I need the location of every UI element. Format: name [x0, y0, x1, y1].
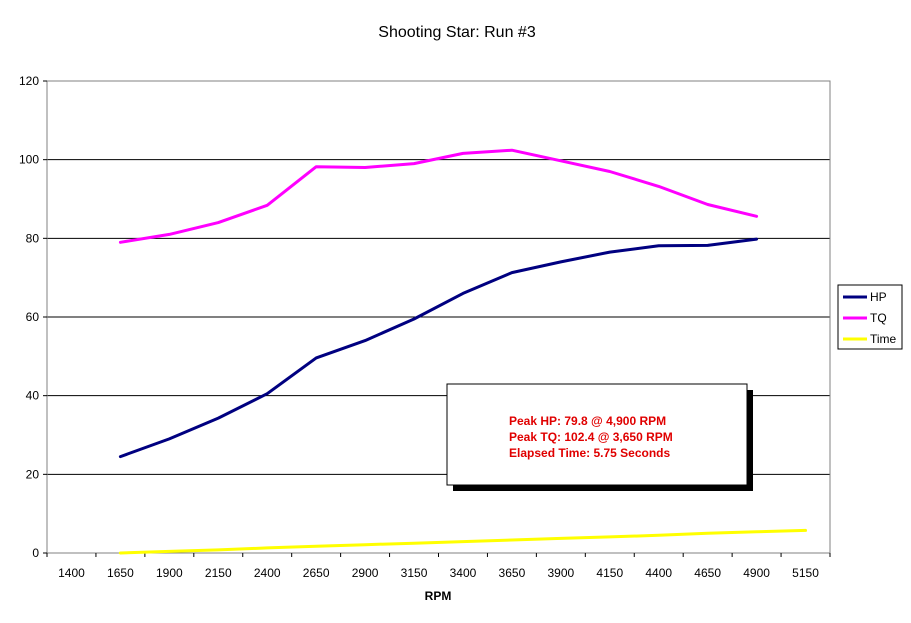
- annotation-peak-tq: Peak TQ: 102.4 @ 3,650 RPM: [509, 430, 673, 444]
- series-line-hp: [118, 237, 759, 459]
- x-tick-label: 1900: [156, 566, 183, 580]
- legend-label-time: Time: [870, 332, 897, 346]
- chart-title: Shooting Star: Run #3: [378, 24, 536, 41]
- x-axis-label: RPM: [425, 589, 452, 603]
- x-tick-label: 1650: [107, 566, 134, 580]
- annotation-elapsed-time: Elapsed Time: 5.75 Seconds: [509, 446, 671, 460]
- x-tick-label: 3150: [401, 566, 428, 580]
- y-tick-label: 40: [26, 389, 40, 403]
- x-tick-label: 2650: [303, 566, 330, 580]
- x-tick-label: 4400: [645, 566, 672, 580]
- annotation-box: Peak HP: 79.8 @ 4,900 RPM Peak TQ: 102.4…: [446, 383, 753, 491]
- series-line-tq: [118, 148, 759, 244]
- y-tick-label: 120: [19, 74, 39, 88]
- series-lines: [118, 148, 807, 555]
- y-tick-label: 80: [26, 231, 40, 245]
- legend-items: HP TQ Time: [843, 290, 897, 346]
- x-tick-label: 1400: [58, 566, 85, 580]
- x-tick-label: 2900: [352, 566, 379, 580]
- series-line-time: [118, 528, 807, 555]
- y-tick-label: 60: [26, 310, 40, 324]
- annotation-panel: [446, 383, 748, 486]
- x-tick-label: 2400: [254, 566, 281, 580]
- x-tick-label: 4150: [596, 566, 623, 580]
- legend: HP TQ Time: [837, 284, 903, 350]
- y-tick-label: 20: [26, 467, 40, 481]
- x-tick-label: 3400: [450, 566, 477, 580]
- y-tick-label: 100: [19, 153, 39, 167]
- x-tick-label: 4900: [743, 566, 770, 580]
- x-tick-label: 3650: [499, 566, 526, 580]
- x-axis: 1400 1650 1900 2150 2400 2650 2900 3150 3400 3650…: [46, 553, 831, 580]
- x-tick-label: 2150: [205, 566, 232, 580]
- annotation-peak-hp: Peak HP: 79.8 @ 4,900 RPM: [509, 414, 666, 428]
- legend-label-hp: HP: [870, 290, 887, 304]
- y-tick-label: 0: [32, 546, 39, 560]
- x-tick-label: 4650: [694, 566, 721, 580]
- x-tick-label: 5150: [792, 566, 819, 580]
- x-tick-label: 3900: [547, 566, 574, 580]
- legend-label-tq: TQ: [870, 311, 887, 325]
- y-axis: 0 20 40 60 80 100 120: [19, 74, 47, 560]
